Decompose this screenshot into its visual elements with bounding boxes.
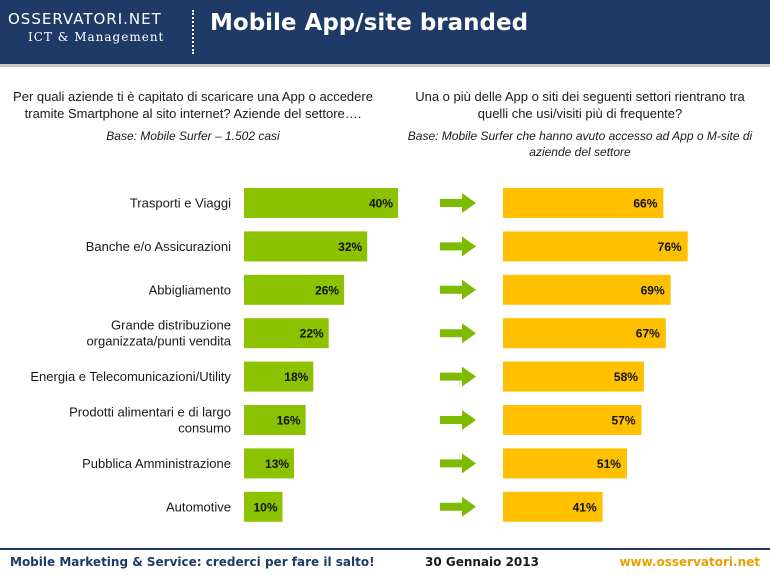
logo-top-text: OSSERVATORI.NET <box>8 10 162 28</box>
footer-divider <box>0 548 770 550</box>
bar-right <box>503 274 671 305</box>
osservatori-logo: OSSERVATORI.NET ICT & Management <box>8 8 184 56</box>
category-label: Banche e/o Assicurazioni <box>86 239 231 254</box>
bar-left-value: 10% <box>253 500 277 514</box>
header-divider <box>0 64 770 67</box>
left-base-note: Base: Mobile Surfer – 1.502 casi <box>106 129 280 143</box>
category-label: Energia e Telecomunicazioni/Utility <box>30 369 231 384</box>
bar-right-value: 66% <box>633 197 657 211</box>
bar-right <box>503 405 642 435</box>
bar-right-value: 57% <box>611 414 635 428</box>
header-separator <box>192 10 194 54</box>
bar-left-value: 32% <box>338 240 362 254</box>
footer-website[interactable]: www.osservatori.net <box>619 555 760 569</box>
footer-tagline: Mobile Marketing & Service: crederci per… <box>10 555 375 569</box>
left-question: Per quali aziende ti è capitato di scari… <box>13 89 373 121</box>
category-label: Abbigliamento <box>149 282 231 297</box>
bar-left <box>244 188 398 218</box>
arrow-icon <box>440 279 476 300</box>
bar-left-value: 13% <box>265 457 289 471</box>
bar-chart: Trasporti e Viaggi 40% 66% Banche e/o Assic… <box>30 188 688 522</box>
right-question: Una o più delle App o siti dei seguenti … <box>415 89 745 121</box>
bar-right-value: 76% <box>658 240 682 254</box>
bar-left-value: 26% <box>315 283 339 297</box>
bar-right-value: 41% <box>573 500 597 514</box>
slide-title: Mobile App/site branded <box>210 10 529 36</box>
slide-header: OSSERVATORI.NET ICT & Management Mobile … <box>0 0 770 64</box>
bar-left-value: 16% <box>277 414 301 428</box>
arrow-icon <box>440 496 476 517</box>
bar-left-value: 40% <box>369 197 393 211</box>
category-label: Grande distribuzione organizzata/punti ve… <box>86 318 231 349</box>
category-label: Prodotti alimentari e di largo consumo <box>69 405 231 436</box>
logo-bottom-text: ICT & Management <box>28 30 165 44</box>
bar-right-value: 58% <box>614 370 638 384</box>
arrow-icon <box>440 193 476 213</box>
bar-right <box>503 448 627 479</box>
bar-right <box>503 318 666 349</box>
right-base-note: Base: Mobile Surfer che hanno avuto acce… <box>407 129 753 159</box>
bar-left <box>244 491 283 522</box>
bar-right <box>503 231 688 262</box>
bar-left <box>244 231 368 262</box>
arrow-icon <box>440 323 476 344</box>
footer-date: 30 Gennaio 2013 <box>425 555 539 569</box>
category-label: Pubblica Amministrazione <box>82 456 231 471</box>
bar-right-value: 51% <box>597 457 621 471</box>
bar-left <box>244 274 345 305</box>
category-label: Trasporti e Viaggi <box>130 196 231 211</box>
bar-left <box>244 405 306 435</box>
bar-right <box>503 361 644 392</box>
bar-left <box>244 318 329 349</box>
arrow-icon <box>440 366 476 387</box>
arrow-icon <box>440 236 476 257</box>
category-label: Automotive <box>166 499 231 514</box>
bar-right <box>503 188 664 218</box>
arrow-icon <box>440 410 476 430</box>
bar-left-value: 18% <box>284 370 308 384</box>
bar-right-value: 69% <box>641 283 665 297</box>
bar-left-value: 22% <box>300 327 324 341</box>
bar-left <box>244 361 314 392</box>
bar-right-value: 67% <box>636 327 660 341</box>
arrow-icon <box>440 453 476 474</box>
bar-left <box>244 448 295 479</box>
bar-right <box>503 491 603 522</box>
